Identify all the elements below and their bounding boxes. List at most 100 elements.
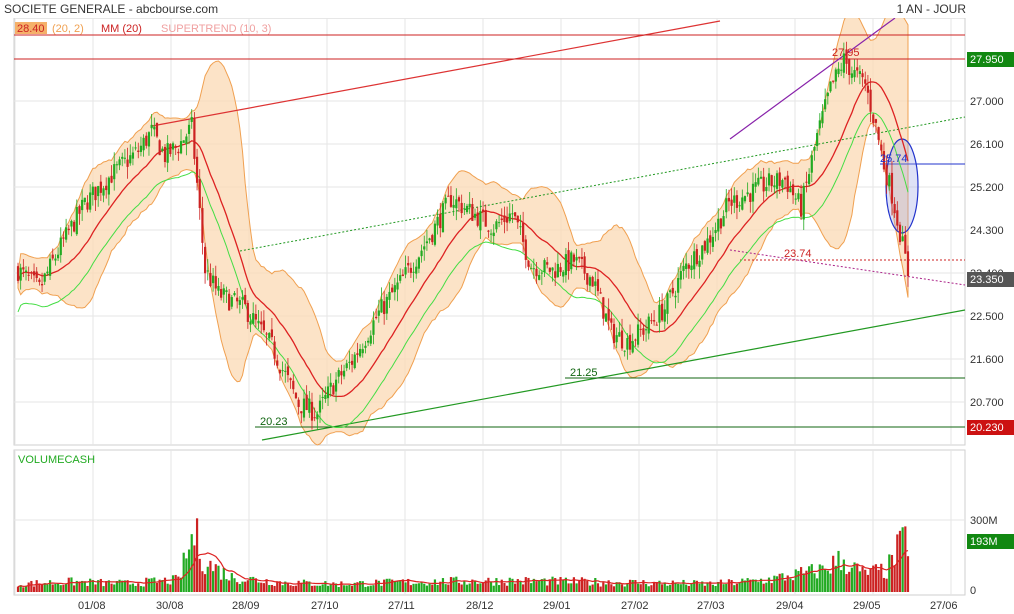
candle-body bbox=[717, 218, 720, 232]
volume-bar bbox=[166, 583, 169, 592]
candle-body bbox=[198, 179, 201, 208]
candle-body bbox=[906, 251, 910, 276]
volume-bar bbox=[201, 571, 204, 592]
volume-bar bbox=[733, 585, 736, 592]
volume-bar bbox=[505, 585, 509, 592]
candle-body bbox=[489, 233, 493, 235]
volume-bar bbox=[578, 580, 581, 592]
candle-body bbox=[473, 213, 477, 218]
volume-bar bbox=[751, 579, 755, 592]
mid-channel-dotted bbox=[239, 116, 966, 252]
candle-body bbox=[602, 297, 605, 319]
candle-body bbox=[559, 267, 562, 273]
candle-body bbox=[848, 59, 851, 75]
candle-body bbox=[252, 313, 255, 324]
volume-bar bbox=[484, 580, 487, 592]
candle-body bbox=[567, 250, 570, 272]
volume-bar bbox=[407, 578, 410, 592]
candle-body bbox=[877, 127, 880, 140]
volume-bar bbox=[546, 585, 549, 592]
volume-bar bbox=[241, 581, 244, 592]
volume-bar bbox=[420, 581, 423, 592]
badge-current-bg bbox=[967, 272, 1014, 287]
volume-bar bbox=[524, 577, 527, 592]
stock-chart: 28.40 (20, 2) MM (20) SUPERTREND (10, 3)… bbox=[13, 18, 1014, 612]
candle-body bbox=[19, 267, 22, 281]
candle-body bbox=[212, 275, 215, 284]
candle-body bbox=[214, 276, 217, 289]
candle-body bbox=[730, 199, 733, 206]
purple-trendline bbox=[729, 18, 896, 140]
candle-body bbox=[861, 73, 864, 78]
volume-bar bbox=[810, 564, 813, 592]
candle-body bbox=[540, 272, 543, 274]
volume-bar bbox=[639, 584, 642, 592]
x-tick: 01/08 bbox=[78, 600, 106, 612]
y-tick: 22.500 bbox=[970, 311, 1004, 323]
volume-bar bbox=[866, 574, 870, 592]
volume-bar bbox=[543, 578, 546, 592]
period-selector[interactable]: 1 AN - JOUR bbox=[896, 2, 966, 16]
legend-bollinger-value: 28.40 bbox=[17, 23, 45, 35]
volume-bar bbox=[612, 586, 616, 592]
candle-body bbox=[425, 241, 429, 244]
candle-body bbox=[139, 145, 143, 152]
candle-body bbox=[516, 215, 519, 223]
candle-body bbox=[888, 175, 891, 187]
volume-bar bbox=[153, 577, 156, 592]
volume-bar bbox=[893, 565, 896, 592]
candle-body bbox=[671, 287, 674, 294]
candle-body bbox=[203, 246, 207, 274]
candle-body bbox=[546, 262, 549, 265]
volume-bar bbox=[783, 580, 787, 592]
candle-body bbox=[666, 293, 669, 314]
candle-body bbox=[679, 271, 682, 280]
volume-bar bbox=[845, 574, 848, 592]
volume-bar bbox=[901, 527, 904, 592]
candle-body bbox=[548, 267, 551, 272]
volume-bar bbox=[300, 582, 303, 592]
candle-body bbox=[59, 237, 62, 256]
candle-body bbox=[687, 264, 690, 269]
volume-bar bbox=[813, 573, 816, 592]
candle-body bbox=[364, 345, 367, 348]
candle-body bbox=[543, 260, 546, 273]
candle-body bbox=[70, 220, 73, 227]
candle-body bbox=[695, 249, 698, 265]
candle-body bbox=[693, 251, 696, 270]
candle-body bbox=[284, 370, 287, 372]
candle-body bbox=[481, 209, 485, 212]
candle-body bbox=[682, 265, 685, 271]
volume-bar bbox=[372, 585, 375, 592]
volume-bar bbox=[142, 586, 145, 592]
volume-bar bbox=[829, 573, 832, 592]
candle-body bbox=[268, 332, 271, 339]
volume-bar bbox=[342, 585, 346, 592]
volume-bar bbox=[318, 585, 322, 592]
volume-bar bbox=[757, 582, 760, 592]
candle-body bbox=[500, 218, 503, 220]
volume-bar bbox=[289, 585, 292, 592]
volume-bar bbox=[163, 577, 167, 592]
candle-body bbox=[123, 157, 127, 159]
candle-body bbox=[631, 341, 634, 353]
candle-body bbox=[396, 282, 399, 290]
candle-body bbox=[626, 338, 629, 350]
candle-body bbox=[38, 279, 41, 283]
candle-body bbox=[449, 195, 453, 207]
candle-body bbox=[393, 285, 396, 293]
candle-body bbox=[663, 309, 666, 322]
volume-bar bbox=[471, 579, 474, 592]
chart-title: SOCIETE GENERALE - abcbourse.com bbox=[4, 2, 219, 16]
volume-bar bbox=[885, 578, 888, 592]
volume-bar bbox=[16, 586, 20, 592]
candle-body bbox=[765, 186, 768, 191]
candle-body bbox=[746, 192, 749, 195]
volume-bar bbox=[391, 579, 394, 592]
volume-bar bbox=[882, 577, 886, 592]
candle-body bbox=[751, 183, 755, 202]
candle-body bbox=[182, 140, 185, 143]
volume-bar bbox=[508, 577, 511, 592]
supertrend-line bbox=[17, 112, 909, 429]
volume-bar bbox=[276, 581, 279, 592]
